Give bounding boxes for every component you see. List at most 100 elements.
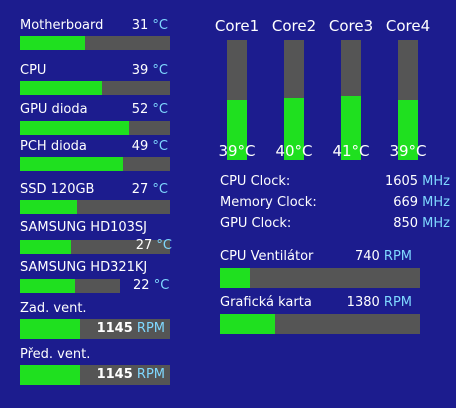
core-reading: 40°C [264, 142, 324, 160]
bar-fill [20, 240, 72, 254]
value: 22 [133, 278, 150, 293]
clock-label: GPU Clock: [220, 216, 292, 231]
core-track [227, 40, 247, 160]
sensor-label: SSD 120GB [20, 182, 95, 197]
value: 1145 [96, 367, 133, 382]
value: 1380 [346, 295, 380, 310]
bar-track [20, 200, 170, 214]
value: 39 [131, 63, 149, 78]
reading: 52 °C [132, 102, 168, 117]
value: 27 [131, 182, 149, 197]
reading: 1605 MHz [385, 174, 450, 189]
reading: 1145 RPM [97, 367, 165, 382]
bar-track [20, 279, 120, 293]
unit: RPM [136, 367, 165, 382]
unit: °C [237, 142, 256, 160]
fan-label: Před. vent. [20, 347, 91, 362]
sensor-label: SAMSUNG HD321KJ [20, 260, 148, 275]
core-track [398, 40, 418, 160]
value: 1605 [384, 174, 419, 189]
core-label: Core1 [214, 17, 260, 35]
bar-fill [20, 319, 80, 339]
bar-fill [20, 200, 77, 214]
bar-track [20, 319, 170, 339]
value: 39 [218, 142, 238, 160]
unit: MHz [422, 195, 450, 210]
core-fill [227, 99, 247, 160]
core-label: Core4 [385, 17, 431, 35]
bar-track [20, 240, 170, 254]
value: 39 [389, 142, 409, 160]
bar-fill [20, 36, 86, 50]
value: 41 [332, 142, 352, 160]
value: 27 [135, 238, 153, 253]
unit: MHz [422, 216, 450, 231]
core-track [341, 40, 361, 160]
value: 1145 [96, 321, 133, 336]
bar-fill [20, 121, 130, 135]
fan-label: Grafická karta [220, 295, 312, 310]
reading: 740 RPM [355, 249, 412, 264]
reading: 49 °C [132, 139, 168, 154]
reading: 1380 RPM [347, 295, 412, 310]
sensor-label: CPU [20, 63, 47, 78]
reading: 31 °C [132, 18, 168, 33]
value: 49 [131, 139, 149, 154]
value: 669 [393, 195, 419, 210]
core-reading: 39°C [378, 142, 438, 160]
unit: RPM [383, 295, 412, 310]
bar-track [20, 157, 170, 171]
bar-fill [20, 279, 75, 293]
core-fill [398, 99, 418, 160]
unit: °C [153, 278, 170, 293]
core-label: Core3 [328, 17, 374, 35]
sensor-label: SAMSUNG HD103SJ [20, 220, 147, 235]
bar-fill [20, 365, 80, 385]
unit: °C [351, 142, 370, 160]
unit: °C [152, 182, 168, 197]
reading: 39 °C [132, 63, 168, 78]
clock-label: CPU Clock: [220, 174, 291, 189]
core-fill [341, 96, 361, 160]
unit: MHz [422, 174, 450, 189]
bar-track [20, 81, 170, 95]
value: 740 [354, 249, 380, 264]
reading: 1145 RPM [97, 321, 165, 336]
reading: 27 °C [132, 182, 168, 197]
clock-label: Memory Clock: [220, 195, 317, 210]
value: 52 [131, 102, 149, 117]
core-fill [284, 98, 304, 160]
bar-fill [20, 81, 102, 95]
reading: 22 °C [133, 278, 169, 293]
bar-fill [220, 314, 276, 334]
unit: °C [156, 238, 172, 253]
unit: °C [152, 63, 168, 78]
bar-track [20, 36, 170, 50]
fan-label: CPU Ventilátor [220, 249, 314, 264]
core-label: Core2 [271, 17, 317, 35]
value: 31 [131, 18, 149, 33]
unit: °C [152, 18, 168, 33]
core-reading: 41°C [321, 142, 381, 160]
bar-track [20, 365, 170, 385]
unit: °C [152, 139, 168, 154]
reading: 850 MHz [393, 216, 450, 231]
value: 40 [275, 142, 295, 160]
unit: °C [152, 102, 168, 117]
reading: 669 MHz [393, 195, 450, 210]
unit: RPM [383, 249, 412, 264]
sensor-label: Motherboard [20, 18, 104, 33]
unit: °C [408, 142, 427, 160]
unit: °C [294, 142, 313, 160]
bar-fill [20, 157, 123, 171]
bar-track [220, 314, 420, 334]
fan-label: Zad. vent. [20, 301, 87, 316]
bar-track [220, 268, 420, 288]
value: 850 [393, 216, 419, 231]
bar-track [20, 121, 170, 135]
reading: 27 °C [136, 238, 172, 253]
unit: RPM [136, 321, 165, 336]
sensor-label: GPU dioda [20, 102, 88, 117]
sensor-label: PCH dioda [20, 139, 87, 154]
